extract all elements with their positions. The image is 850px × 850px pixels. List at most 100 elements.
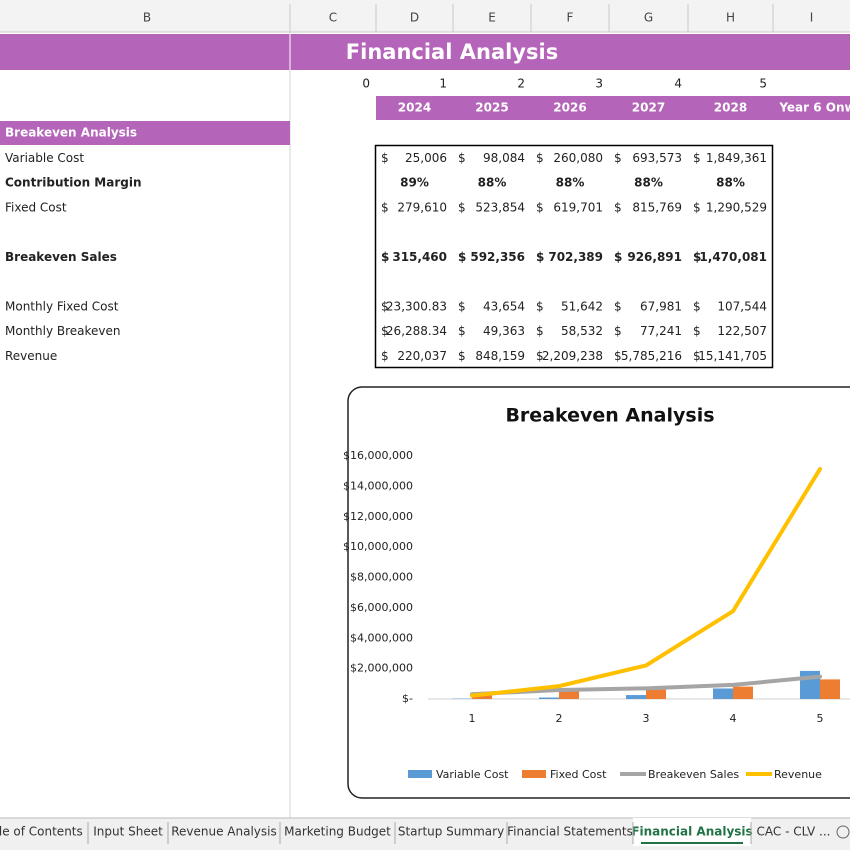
- cell-value: 88%: [716, 176, 745, 190]
- cell-value: 88%: [478, 176, 507, 190]
- year-header: 2027: [632, 101, 665, 115]
- bar: [646, 689, 666, 699]
- cell-value: 848,159: [475, 349, 525, 363]
- sheet-tab[interactable]: Financial Analysis: [631, 825, 752, 839]
- bar: [733, 686, 753, 699]
- y-tick-label: $4,000,000: [350, 631, 413, 644]
- series-line: [470, 467, 822, 698]
- legend-swatch: [408, 770, 432, 778]
- x-tick-label: 2: [556, 712, 563, 725]
- legend-label: Fixed Cost: [550, 768, 607, 781]
- cell-value: 49,363: [483, 324, 525, 338]
- column-header: H: [726, 11, 735, 25]
- currency-symbol: $: [693, 200, 701, 214]
- currency-symbol: $: [693, 349, 701, 363]
- bar: [820, 679, 840, 699]
- period-number: 4: [674, 77, 682, 91]
- currency-symbol: $: [614, 200, 622, 214]
- currency-symbol: $: [614, 324, 622, 338]
- column-header: B: [143, 11, 151, 25]
- cell-value: 43,654: [483, 299, 525, 313]
- page-title: Financial Analysis: [346, 40, 558, 64]
- y-tick-label: $10,000,000: [343, 540, 413, 553]
- currency-symbol: $: [614, 151, 622, 165]
- x-tick-label: 5: [817, 712, 824, 725]
- cell-value: 693,573: [632, 151, 682, 165]
- legend-label: Variable Cost: [436, 768, 509, 781]
- currency-symbol: $: [536, 200, 544, 214]
- year-header: 2028: [714, 101, 747, 115]
- cell-value: 1,290,529: [706, 200, 767, 214]
- y-tick-label: $2,000,000: [350, 662, 413, 675]
- row-label: Monthly Fixed Cost: [5, 299, 119, 313]
- row-label: Fixed Cost: [5, 200, 67, 214]
- series-line: [470, 674, 822, 697]
- year-header: 2026: [553, 101, 586, 115]
- period-number: 5: [759, 77, 767, 91]
- sheet-tab[interactable]: Marketing Budget: [284, 825, 391, 839]
- period-number: 0: [362, 77, 370, 91]
- currency-symbol: $: [458, 151, 466, 165]
- cell-value: 2,209,238: [542, 349, 603, 363]
- y-tick-label: $14,000,000: [343, 479, 413, 492]
- cell-value: 5,785,216: [621, 349, 682, 363]
- cell-value: 815,769: [632, 200, 682, 214]
- cell-value: 58,532: [561, 324, 603, 338]
- cell-value: 260,080: [553, 151, 603, 165]
- cell-value: 88%: [634, 176, 663, 190]
- cell-value: 315,460: [392, 250, 447, 264]
- bar: [559, 691, 579, 699]
- currency-symbol: $: [458, 349, 466, 363]
- legend-swatch: [522, 770, 546, 778]
- y-tick-label: $6,000,000: [350, 601, 413, 614]
- sheet-tab[interactable]: Financial Statements: [507, 825, 633, 839]
- cell-value: 23,300.83: [386, 299, 447, 313]
- bar: [713, 688, 733, 699]
- cell-value: 220,037: [397, 349, 447, 363]
- cell-value: 107,544: [717, 299, 767, 313]
- currency-symbol: $: [458, 200, 466, 214]
- sheet-tab[interactable]: Input Sheet: [93, 825, 163, 839]
- cell-value: 98,084: [483, 151, 525, 165]
- add-sheet-button[interactable]: [836, 825, 850, 839]
- currency-symbol: $: [693, 324, 701, 338]
- sheet-tab[interactable]: ble of Contents: [0, 825, 83, 839]
- cell-value: 67,981: [640, 299, 682, 313]
- year-band: [376, 96, 850, 120]
- column-header: C: [329, 11, 337, 25]
- cell-value: 702,389: [548, 250, 603, 264]
- currency-symbol: $: [536, 349, 544, 363]
- currency-symbol: $: [458, 250, 466, 264]
- y-tick-label: $8,000,000: [350, 571, 413, 584]
- sheet-tab[interactable]: Startup Summary: [398, 825, 504, 839]
- bar: [626, 695, 646, 699]
- currency-symbol: $: [381, 250, 389, 264]
- cell-value: 523,854: [475, 200, 525, 214]
- sheet-tab[interactable]: CAC - CLV ...: [757, 825, 831, 839]
- cell-value: 26,288.34: [386, 324, 447, 338]
- cell-value: 122,507: [717, 324, 767, 338]
- currency-symbol: $: [614, 349, 622, 363]
- bar: [539, 697, 559, 699]
- y-tick-label: $12,000,000: [343, 510, 413, 523]
- currency-symbol: $: [693, 151, 701, 165]
- chart-title: Breakeven Analysis: [505, 405, 714, 427]
- sheet-tab[interactable]: Revenue Analysis: [171, 825, 277, 839]
- currency-symbol: $: [381, 349, 389, 363]
- x-tick-label: 4: [730, 712, 737, 725]
- currency-symbol: $: [536, 299, 544, 313]
- x-tick-label: 3: [643, 712, 650, 725]
- cell-value: 15,141,705: [698, 349, 767, 363]
- currency-symbol: $: [381, 200, 389, 214]
- column-header: D: [410, 11, 419, 25]
- currency-symbol: $: [381, 151, 389, 165]
- currency-symbol: $: [536, 151, 544, 165]
- cell-value: 279,610: [397, 200, 447, 214]
- title-band: [0, 34, 850, 70]
- currency-symbol: $: [536, 324, 544, 338]
- cell-value: 25,006: [405, 151, 447, 165]
- column-header: F: [567, 11, 574, 25]
- period-number: 3: [595, 77, 603, 91]
- currency-symbol: $: [381, 324, 389, 338]
